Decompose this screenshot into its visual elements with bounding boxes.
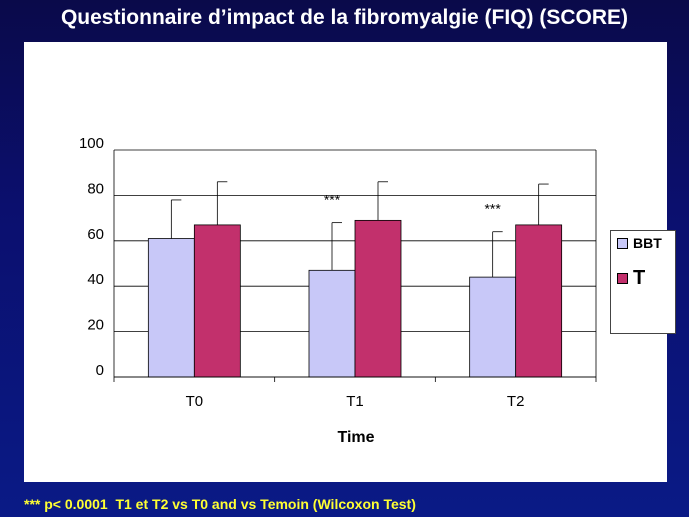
y-tick-label: 20	[87, 317, 104, 334]
bar-t-t0	[193, 224, 241, 378]
bars	[147, 219, 563, 378]
legend-label-bbt: BBT	[633, 235, 662, 251]
legend-swatch-t	[617, 273, 628, 284]
slide-title: Questionnaire d’impact de la fibromyalgi…	[60, 6, 629, 29]
chart-panel: 100 80 60 40 20 0 T0 T1 T2 *** *** Time BBT T	[24, 42, 676, 482]
x-tick-label: T2	[507, 393, 525, 410]
y-axis-ticks: 100 80 60 40 20 0	[79, 135, 104, 379]
bar-bbt-t0	[147, 238, 195, 378]
y-tick-label: 60	[87, 226, 104, 243]
error-bars	[170, 181, 549, 278]
significance-marker: ***	[324, 192, 341, 208]
y-tick-label: 0	[96, 362, 104, 379]
legend-label-t: T	[633, 267, 646, 289]
significance-marker: ***	[484, 201, 501, 217]
chart-legend: BBT T	[610, 230, 676, 334]
x-axis-ticks: T0 T1 T2	[113, 376, 597, 410]
bar-bbt-t2	[469, 276, 517, 378]
footnote: *** p< 0.0001 T1 et T2 vs T0 and vs Temo…	[24, 496, 416, 512]
x-axis-label: Time	[337, 429, 374, 446]
x-tick-label: T1	[346, 393, 364, 410]
bar-t-t1	[354, 219, 402, 378]
bar-t-t2	[515, 224, 563, 378]
y-tick-label: 100	[79, 135, 104, 152]
legend-item-bbt: BBT	[617, 235, 662, 251]
y-tick-label: 80	[87, 180, 104, 197]
legend-swatch-bbt	[617, 237, 628, 249]
legend-item-t: T	[617, 267, 645, 290]
significance-annotations: *** ***	[324, 192, 502, 217]
bar-bbt-t1	[308, 269, 356, 378]
bar-chart: 100 80 60 40 20 0 T0 T1 T2 *** *** Time	[79, 135, 597, 446]
y-tick-label: 40	[87, 271, 104, 288]
x-tick-label: T0	[186, 393, 204, 410]
